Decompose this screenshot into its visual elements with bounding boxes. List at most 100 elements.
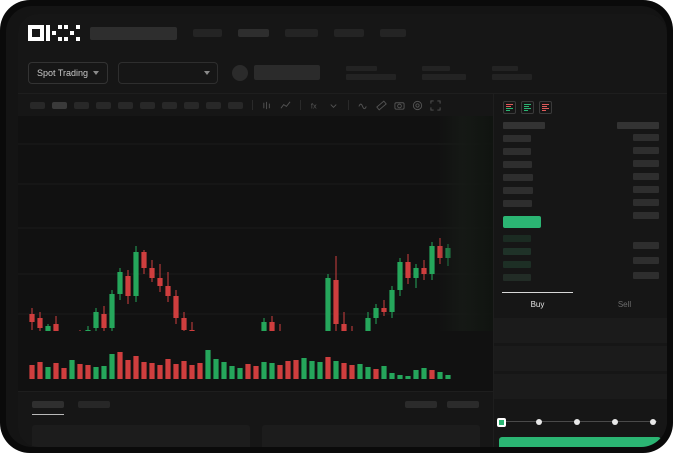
- timeframe-6[interactable]: [140, 101, 155, 109]
- trading-pair-select[interactable]: [118, 61, 219, 84]
- orderbook-right-row: [633, 257, 659, 264]
- dropdown-icon[interactable]: [328, 100, 339, 111]
- timeframe-3[interactable]: [74, 101, 89, 109]
- nav-item-2[interactable]: [238, 29, 269, 37]
- candlestick-chart-svg: [18, 143, 493, 331]
- settings-icon[interactable]: [412, 100, 423, 111]
- primary-cta-button[interactable]: [499, 437, 661, 447]
- pair-avatar: [232, 64, 249, 81]
- ruler-icon[interactable]: [376, 100, 387, 111]
- tab-sell[interactable]: Sell: [581, 292, 667, 316]
- orderbook-right-row: [633, 272, 659, 279]
- orderbook-header: [503, 122, 545, 129]
- timeframe-9[interactable]: [206, 101, 221, 109]
- orderbook-ask-row[interactable]: [503, 161, 532, 168]
- timeframe-4[interactable]: [96, 101, 111, 109]
- orderbook-bid-row[interactable]: [503, 274, 531, 281]
- nav-item-1[interactable]: [193, 29, 222, 37]
- bottom-action-1[interactable]: [405, 401, 437, 408]
- device-bezel: Spot Trading: [6, 6, 667, 447]
- orderbook-right-header: [617, 122, 659, 129]
- orderbook-both-icon[interactable]: [503, 101, 516, 114]
- bottom-tab-2[interactable]: [78, 401, 110, 408]
- bottom-card-1[interactable]: [32, 425, 250, 447]
- stat-2-label: [422, 65, 451, 71]
- toolbar-divider: [348, 100, 349, 110]
- market-type-select[interactable]: Spot Trading: [28, 61, 109, 84]
- stat-3-label: [492, 65, 519, 71]
- market-type-label: Spot Trading: [37, 67, 89, 78]
- orderbook-bids-icon[interactable]: [521, 101, 534, 114]
- orderbook-asks-icon[interactable]: [539, 101, 552, 114]
- timeframe-10[interactable]: [228, 101, 243, 109]
- bottom-panel: [18, 391, 493, 447]
- bottom-action-2[interactable]: [447, 401, 479, 408]
- okx-logo-o: [28, 25, 44, 41]
- orderbook-ask-row[interactable]: [503, 174, 533, 181]
- line-chart-icon[interactable]: [280, 100, 291, 111]
- timeframe-2[interactable]: [52, 101, 67, 109]
- bottom-actions: [405, 401, 479, 408]
- okx-logo-k: [46, 25, 62, 41]
- orderbook-right-row: [633, 186, 659, 193]
- orderbook-ask-row[interactable]: [503, 148, 531, 155]
- chevron-down-icon: [204, 70, 211, 75]
- orderbook-ask-row[interactable]: [503, 200, 532, 207]
- tab-buy-label: Buy: [530, 299, 545, 309]
- timeframe-7[interactable]: [162, 101, 177, 109]
- orderbook-ask-row[interactable]: [503, 187, 533, 194]
- timeframe-1[interactable]: [30, 101, 45, 109]
- orderbook-right-row: [633, 199, 659, 206]
- stat-1-label: [346, 65, 378, 71]
- bottom-tabs: [32, 401, 110, 408]
- step-dot-2[interactable]: [536, 419, 542, 425]
- toolbar-divider: [252, 100, 253, 110]
- orderbook-ask-row[interactable]: [503, 135, 531, 142]
- step-connector-line: [505, 421, 657, 422]
- price-chart[interactable]: [18, 116, 493, 331]
- okx-logo[interactable]: [28, 25, 80, 41]
- orderbook-bid-row[interactable]: [503, 248, 531, 255]
- svg-text:fx: fx: [311, 101, 317, 110]
- orderbook-spread-highlight[interactable]: [503, 216, 541, 228]
- nav-item-4[interactable]: [334, 29, 364, 37]
- order-form-field-3[interactable]: [494, 374, 667, 399]
- search-input[interactable]: [90, 26, 177, 40]
- volume-chart-svg: [29, 350, 451, 379]
- bottom-card-2[interactable]: [262, 425, 480, 447]
- okx-logo-x: [64, 25, 80, 41]
- timeframe-5[interactable]: [118, 101, 133, 109]
- orderbook-right-row: [633, 212, 659, 219]
- top-header: [18, 14, 667, 52]
- step-dot-3[interactable]: [574, 419, 580, 425]
- stat-3-value: [492, 73, 533, 80]
- step-dot-4[interactable]: [612, 419, 618, 425]
- order-form-field-2[interactable]: [494, 346, 667, 371]
- camera-icon[interactable]: [394, 100, 405, 111]
- orderbook-right-row: [633, 147, 659, 154]
- stat-2: [422, 65, 467, 80]
- fullscreen-icon[interactable]: [430, 99, 441, 111]
- order-panel: Buy Sell: [493, 94, 667, 447]
- bottom-tab-1[interactable]: [32, 401, 64, 408]
- orderbook-right-row: [633, 242, 659, 249]
- orderbook-bid-row[interactable]: [503, 261, 531, 268]
- volume-chart[interactable]: [18, 331, 493, 391]
- nav-item-5[interactable]: [380, 29, 406, 37]
- nav-item-3[interactable]: [285, 29, 318, 37]
- bottom-cards: [32, 425, 480, 447]
- step-dot-5[interactable]: [650, 419, 656, 425]
- timeframe-8[interactable]: [184, 101, 199, 109]
- candlestick-icon[interactable]: [262, 100, 273, 111]
- tab-buy[interactable]: Buy: [494, 292, 581, 316]
- indicator-icon[interactable]: fx: [310, 100, 321, 111]
- chevron-down-icon: [93, 70, 100, 75]
- step-dot-1[interactable]: [497, 417, 506, 427]
- orderbook[interactable]: [494, 120, 667, 281]
- orderbook-bid-row[interactable]: [503, 235, 531, 242]
- orderbook-display-modes: [494, 94, 667, 114]
- stat-1: [346, 65, 397, 80]
- wave-icon[interactable]: [358, 100, 369, 111]
- order-form-field-1[interactable]: [494, 318, 667, 343]
